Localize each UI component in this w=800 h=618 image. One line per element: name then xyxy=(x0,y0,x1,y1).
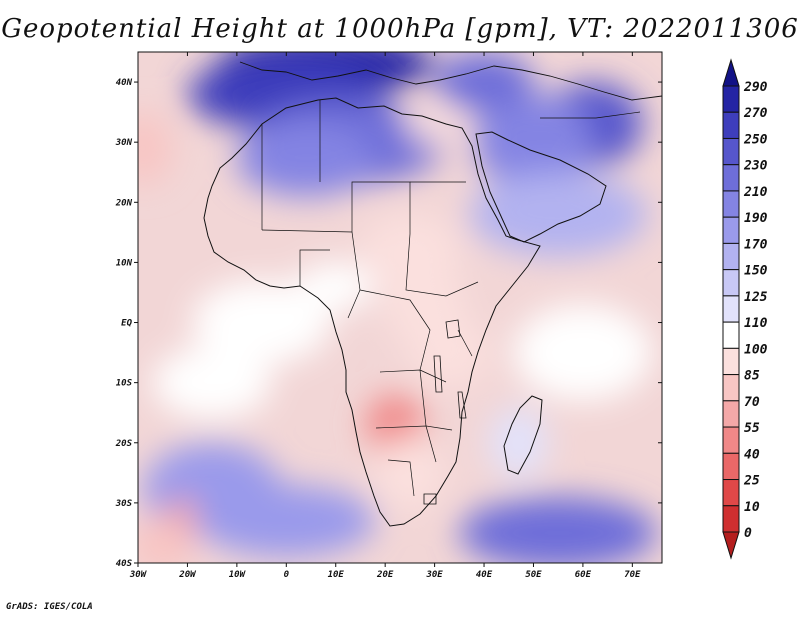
field-region-19 xyxy=(488,406,549,479)
field-region-8 xyxy=(404,106,465,143)
field-region-22 xyxy=(459,496,658,563)
colorbar-label: 290 xyxy=(743,80,768,95)
lat-tick-label: 30N xyxy=(115,138,133,148)
country-borders xyxy=(261,100,641,497)
field-region-12 xyxy=(409,316,489,389)
colorbar-band xyxy=(722,452,740,481)
map-plot-area xyxy=(137,51,663,564)
africa-coastline xyxy=(203,97,541,527)
colorbar-band xyxy=(722,137,740,166)
colorbar-label: 10 xyxy=(744,500,760,515)
lat-tick-label: 30S xyxy=(115,499,133,509)
colorbar-max-arrow xyxy=(722,58,740,87)
lon-tick-label: 10W xyxy=(229,570,247,580)
lat-tick-label: 10N xyxy=(116,258,133,268)
colorbar-band xyxy=(722,505,740,533)
map-title: Geopotential Height at 1000hPa [gpm], VT… xyxy=(1,14,799,44)
lon-tick-label: 70E xyxy=(624,570,641,580)
colorbar-label: 40 xyxy=(744,447,760,462)
lon-tick-label: 60E xyxy=(575,570,592,580)
europe-coastline xyxy=(239,61,663,101)
colorbar-band xyxy=(722,295,740,323)
lon-tick-label: 20W xyxy=(178,570,197,580)
colorbar-band xyxy=(722,321,740,349)
colorbar-label: 125 xyxy=(744,290,768,305)
colorbar-band xyxy=(722,347,740,376)
lat-tick-label: 40N xyxy=(116,78,133,88)
lat-tick-label: 20S xyxy=(115,439,133,449)
colorbar-min-arrow xyxy=(722,531,740,560)
colorbar-band xyxy=(722,479,740,507)
colorbar-band xyxy=(722,111,740,139)
field-region-3 xyxy=(236,124,376,197)
colorbar-band xyxy=(722,426,740,454)
lat-tick-label: 20N xyxy=(115,198,133,208)
lat-tick-label: 40S xyxy=(116,559,133,569)
field-region-9 xyxy=(138,112,173,185)
colorbar-band xyxy=(722,242,740,271)
lon-tick-label: 30E xyxy=(425,570,443,580)
longitude-axis: 30W 20W 10W 0 10E 20E 30E 40E 50E 60E 70E xyxy=(129,52,641,580)
field-region-7 xyxy=(469,172,648,257)
colorbar-band xyxy=(722,216,740,244)
field-region-21 xyxy=(197,484,376,557)
colorbar-label: 55 xyxy=(744,421,760,436)
colorbar-label: 85 xyxy=(744,369,760,384)
colorbar-label: 230 xyxy=(743,159,768,174)
colorbar-label: 250 xyxy=(743,132,768,147)
colorbar-label: 150 xyxy=(744,264,768,279)
field-region-16 xyxy=(192,280,331,365)
colorbar-label: 210 xyxy=(743,185,768,200)
lon-tick-label: 0 xyxy=(284,570,290,580)
lon-tick-label: 20E xyxy=(376,570,394,580)
colorbar-label: 70 xyxy=(744,395,760,410)
colorbar-label: 0 xyxy=(744,526,752,541)
field-region-14 xyxy=(375,436,445,509)
lat-tick-label: EQ xyxy=(121,319,132,329)
latitude-axis: 40N 30N 20N 10N EQ 10S 20S 30S 40S xyxy=(115,78,662,569)
colorbar-label: 190 xyxy=(744,211,768,226)
field-region-18 xyxy=(513,304,653,401)
colorbar-band xyxy=(722,85,740,113)
lon-tick-label: 50E xyxy=(525,570,542,580)
lon-tick-label: 10E xyxy=(328,570,345,580)
madagascar-coastline xyxy=(503,395,543,475)
colorbar-label: 170 xyxy=(744,237,768,252)
colorbar-band xyxy=(722,190,740,218)
colorbar-label: 25 xyxy=(743,474,760,489)
lon-tick-label: 30W xyxy=(129,570,148,580)
plot-frame xyxy=(137,51,663,564)
lon-tick-label: 40E xyxy=(476,570,493,580)
lakes xyxy=(423,319,467,505)
arabia-coastline xyxy=(475,131,607,243)
field-region-6 xyxy=(434,52,534,113)
lat-tick-label: 10S xyxy=(116,379,133,389)
field-blobs xyxy=(138,52,658,563)
colorbar-label: 110 xyxy=(744,316,768,331)
colorbar-band xyxy=(722,400,740,428)
colorbar-band xyxy=(722,164,740,192)
colorbar-band xyxy=(722,269,740,297)
colorbar-label: 270 xyxy=(743,106,768,121)
colorbar-band xyxy=(722,374,740,402)
field-region-24 xyxy=(167,496,198,533)
colorbar-label: 100 xyxy=(744,342,768,357)
colorbar: 2902702502302101901701501251101008570554… xyxy=(722,58,768,560)
field-shading xyxy=(138,52,662,563)
footer-credit: GrADS: IGES/COLA xyxy=(6,602,93,612)
field-region-17 xyxy=(152,346,272,419)
